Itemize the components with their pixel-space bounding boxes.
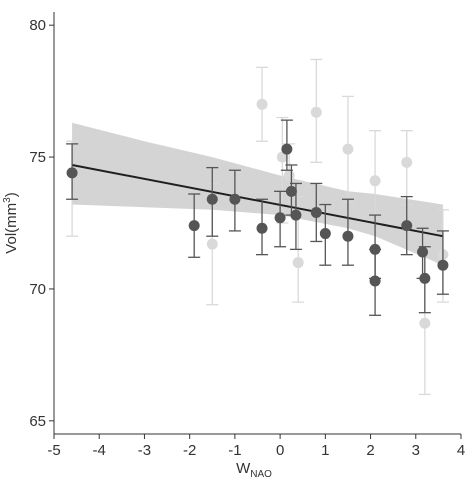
point-marker (342, 230, 354, 242)
data-point-series-2 (369, 248, 382, 316)
point-marker (437, 259, 449, 271)
point-marker (319, 228, 331, 240)
x-tick-label: -2 (183, 442, 196, 459)
point-marker (66, 167, 78, 179)
point-marker (419, 272, 431, 284)
point-marker (206, 238, 218, 250)
y-tick-label: 70 (29, 281, 46, 298)
point-marker (285, 185, 297, 197)
y-tick-label: 80 (29, 17, 46, 34)
point-marker (256, 222, 268, 234)
point-marker (417, 246, 429, 258)
x-tick-label: 4 (457, 442, 465, 459)
data-point-series-2 (289, 182, 302, 251)
x-tick-label: 0 (276, 442, 284, 459)
data-point-series-2 (436, 230, 449, 295)
data-point-series-2 (319, 203, 332, 266)
data-point-series-2 (206, 166, 219, 237)
point-marker (274, 212, 286, 224)
data-point-series-1 (256, 66, 269, 142)
x-tick-label: -3 (138, 442, 151, 459)
data-point-series-2 (274, 190, 287, 248)
regression-line (71, 163, 444, 238)
point-marker (283, 170, 295, 182)
point-marker (419, 317, 431, 329)
x-axis-title: WNAO (236, 460, 272, 479)
point-marker (369, 275, 381, 287)
data-point-series-1 (310, 58, 323, 163)
confidence-band (72, 122, 443, 266)
point-marker (369, 175, 381, 187)
data-point-series-2 (188, 193, 201, 258)
point-marker (281, 143, 293, 155)
point-marker (401, 156, 413, 168)
point-marker (229, 193, 241, 205)
x-tick-label: -5 (47, 442, 60, 459)
point-marker (401, 220, 413, 232)
point-marker (310, 206, 322, 218)
data-point-series-2 (400, 195, 413, 256)
x-tick-label: 2 (366, 442, 374, 459)
data-point-series-2 (66, 143, 79, 200)
point-marker (290, 209, 302, 221)
point-marker (310, 106, 322, 118)
data-point-series-2 (280, 119, 293, 171)
data-point-series-1 (369, 130, 382, 224)
data-point-series-2 (228, 169, 241, 232)
x-tick-label: 1 (321, 442, 329, 459)
point-marker (342, 143, 354, 155)
data-point-series-2 (341, 198, 354, 266)
y-tick-label: 65 (29, 413, 46, 430)
x-tick-label: 3 (412, 442, 420, 459)
point-marker (256, 98, 268, 110)
y-tick-label: 75 (29, 149, 46, 166)
point-marker (206, 193, 218, 205)
x-tick-label: -1 (228, 442, 241, 459)
y-axis-title: Vol(mm3) (2, 192, 20, 253)
data-point-series-2 (310, 182, 323, 243)
x-tick-label: -4 (93, 442, 106, 459)
data-point-series-2 (256, 198, 269, 256)
data-point-series-2 (418, 246, 431, 314)
point-marker (188, 220, 200, 232)
point-marker (292, 257, 304, 269)
